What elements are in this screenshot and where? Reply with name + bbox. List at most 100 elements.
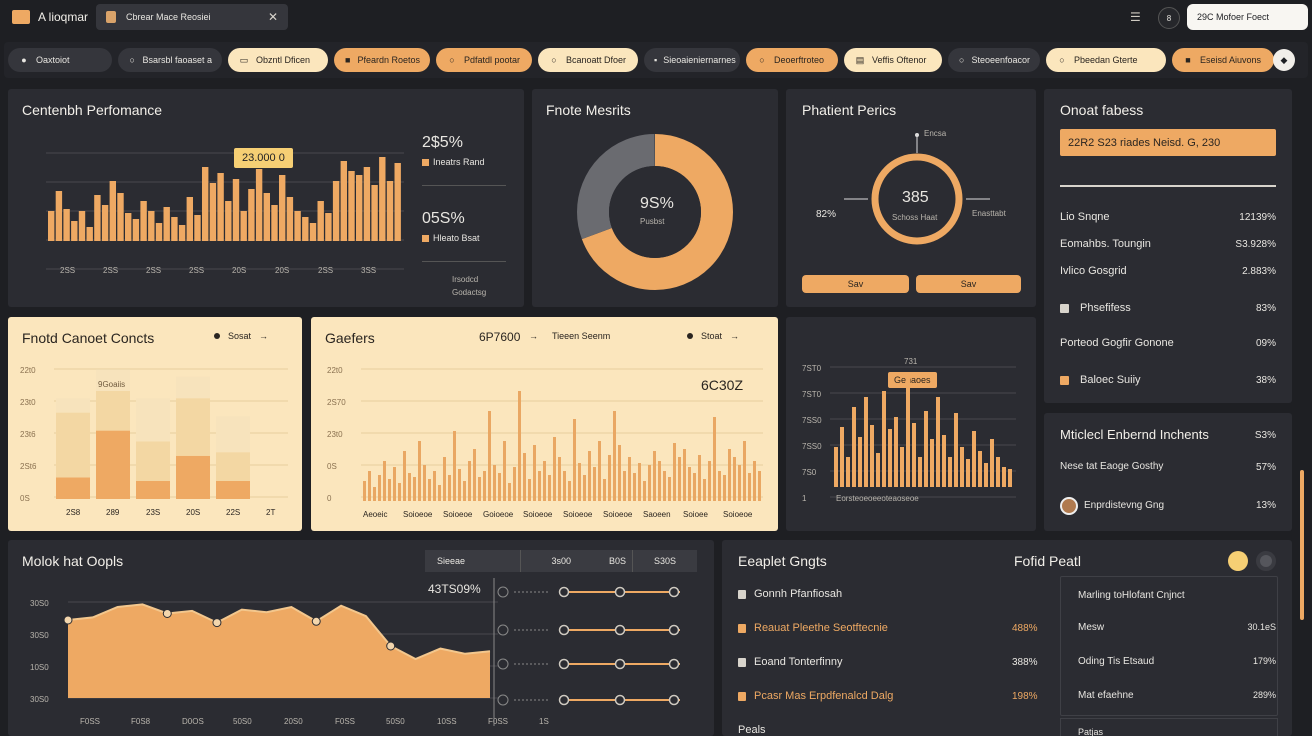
contact-row-3[interactable]: Phsefifess: [1080, 302, 1131, 314]
slider-knob: [614, 624, 626, 636]
eeaplet-panel: Eeaplet Gngts Fofid Peatl Peals Patjas G…: [722, 540, 1292, 736]
square-icon: ■: [1185, 54, 1191, 65]
bar: [468, 461, 471, 501]
stat1-value: 2$5%: [422, 134, 463, 151]
bar: [693, 473, 696, 501]
chip-3[interactable]: ■ Pfeardn Roetos: [334, 48, 430, 72]
dot-icon: ●: [21, 54, 27, 65]
y-tick: 10S0: [30, 663, 49, 672]
close-icon[interactable]: ✕: [267, 10, 278, 24]
eeaplet-right-row-2[interactable]: Oding Tis Etsaud: [1078, 656, 1155, 667]
settings-icon[interactable]: [1256, 551, 1276, 571]
y-tick: 1: [802, 494, 807, 503]
avatar[interactable]: [1060, 497, 1078, 515]
contact-row-4[interactable]: Porteod Gogfir Gonone: [1060, 337, 1174, 349]
scrollbar[interactable]: [1300, 470, 1304, 620]
app-logo[interactable]: A lioqmar: [12, 10, 88, 24]
eeaplet-right-row-1[interactable]: Mesw: [1078, 622, 1105, 633]
bar: [508, 483, 511, 501]
chip-0[interactable]: ● Oaxtoiot: [8, 48, 112, 72]
donut-center: [609, 166, 701, 258]
gaefers-big-value: 6C30Z: [701, 377, 744, 393]
eeaplet-row-1[interactable]: Reauat Pleethe Seotftecnie: [754, 622, 888, 634]
gaefers-label-text: Tieeen Seenm: [552, 331, 611, 341]
bar: [458, 469, 461, 501]
stat1-label-text: Ineatrs Rand: [433, 157, 485, 167]
bar: [340, 161, 347, 241]
chip-10[interactable]: ○ Pbeedan Gterte: [1046, 48, 1166, 72]
notif-row-1[interactable]: Nese tat Eaoge Gosthy: [1060, 461, 1164, 472]
bar: [603, 479, 606, 501]
eeaplet-right-row-0[interactable]: Marling toHlofant Cnjnct: [1078, 590, 1185, 601]
chip-6[interactable]: ▪ Sieoaieniernarnes: [644, 48, 740, 72]
chip-8[interactable]: ▤ Veffis Oftenor: [844, 48, 942, 72]
bar: [972, 431, 976, 487]
molok-header-1[interactable]: 3s00: [551, 556, 571, 566]
y-tick: 7SS0: [802, 442, 822, 451]
contact-row-2[interactable]: Ivlico Gosgrid: [1060, 265, 1127, 277]
bar: [394, 163, 401, 241]
moon-icon[interactable]: [1228, 551, 1248, 571]
chip-2[interactable]: ▭ Obzntl Dficen: [228, 48, 328, 72]
chart-tooltip: 23.000 0: [234, 148, 293, 168]
bar: [718, 471, 721, 501]
stack-segment: [216, 416, 250, 453]
molok-header-0[interactable]: Sieeae: [425, 550, 521, 572]
contact-row-5[interactable]: Baloec Suiiy: [1080, 374, 1141, 386]
gauge-value: 385: [902, 189, 929, 206]
slider-knob: [668, 624, 680, 636]
row-marker-icon: [497, 694, 509, 706]
contact-value-3: 83%: [1255, 303, 1276, 314]
x-tick: 2T: [266, 508, 275, 517]
card-icon: ▪: [654, 54, 658, 65]
arrow-right-icon: →: [529, 331, 538, 341]
bar: [743, 441, 746, 501]
bar: [171, 217, 178, 241]
chip-1[interactable]: ○ Bsarsbl faoaset a: [118, 48, 222, 72]
chip-4[interactable]: ○ Pdfatdl pootar: [436, 48, 532, 72]
gaefers-bar-chart: 22t0 2S70 23t0 0S 0 Aeoeic Soioeoe Soioeoe Goioe…: [327, 366, 763, 519]
bar: [1002, 467, 1006, 487]
area-point: [386, 641, 396, 651]
divider: [1060, 185, 1276, 187]
chip-label: Bcanoatt Dfoer: [566, 55, 627, 65]
bar: [132, 219, 140, 241]
contact-row-0[interactable]: Lio Snqne: [1060, 211, 1110, 223]
chip-next-icon[interactable]: ◆: [1273, 49, 1295, 71]
eeaplet-right-value-2: 179%: [1252, 656, 1276, 666]
eeaplet-right-row-3[interactable]: Mat efaehne: [1078, 690, 1134, 701]
notification-badge[interactable]: 8: [1158, 7, 1180, 29]
search-input[interactable]: 29C Mofoer Foect: [1187, 4, 1308, 30]
gauge-right: Enasttabt: [972, 209, 1006, 218]
eeaplet-row-0[interactable]: Gonnh Pfanfiosah: [754, 588, 843, 600]
bar: [413, 477, 416, 501]
eeaplet-row-3[interactable]: Pcasr Mas Erpdfenalcd Dalg: [754, 690, 894, 702]
bar: [271, 205, 278, 241]
toggle[interactable]: Stoat →: [687, 331, 739, 341]
window-tab[interactable]: Cbrear Mace Reosiei ✕: [96, 4, 288, 30]
y-tick: 7ST0: [802, 390, 822, 399]
chip-5[interactable]: ○ Bcanoatt Dfoer: [538, 48, 638, 72]
notif-row-2[interactable]: Enprdistevng Gng: [1084, 500, 1165, 511]
x-tick: D0OS: [182, 717, 204, 726]
bar: [478, 477, 481, 501]
save-button-1[interactable]: Sav: [802, 275, 909, 293]
molok-header-3[interactable]: S30S: [653, 556, 677, 566]
save-button-2[interactable]: Sav: [916, 275, 1021, 293]
chip-7[interactable]: ○ Deoerftroteo: [746, 48, 838, 72]
contacts-banner[interactable]: 22R2 S23 riades Neisd. G, 230: [1060, 129, 1276, 156]
chip-11[interactable]: ■ Eseisd Aiuvons: [1172, 48, 1274, 72]
stack-segment: [216, 481, 250, 499]
y-tick: 23t0: [20, 398, 36, 407]
contact-row-1[interactable]: Eomahbs. Toungin: [1060, 238, 1151, 250]
eeaplet-row-2[interactable]: Eoand Tonterfinny: [754, 656, 843, 668]
bar: [225, 201, 232, 241]
chip-9[interactable]: ○ Steoeenfoacor: [948, 48, 1040, 72]
toggle[interactable]: Sosat →: [214, 331, 268, 341]
bar: [573, 419, 576, 501]
bar: [924, 411, 928, 487]
stack-segment: [96, 430, 130, 499]
molok-header-2[interactable]: B0S: [577, 550, 633, 572]
list-icon[interactable]: ☰: [1130, 10, 1141, 24]
bar: [356, 175, 363, 241]
